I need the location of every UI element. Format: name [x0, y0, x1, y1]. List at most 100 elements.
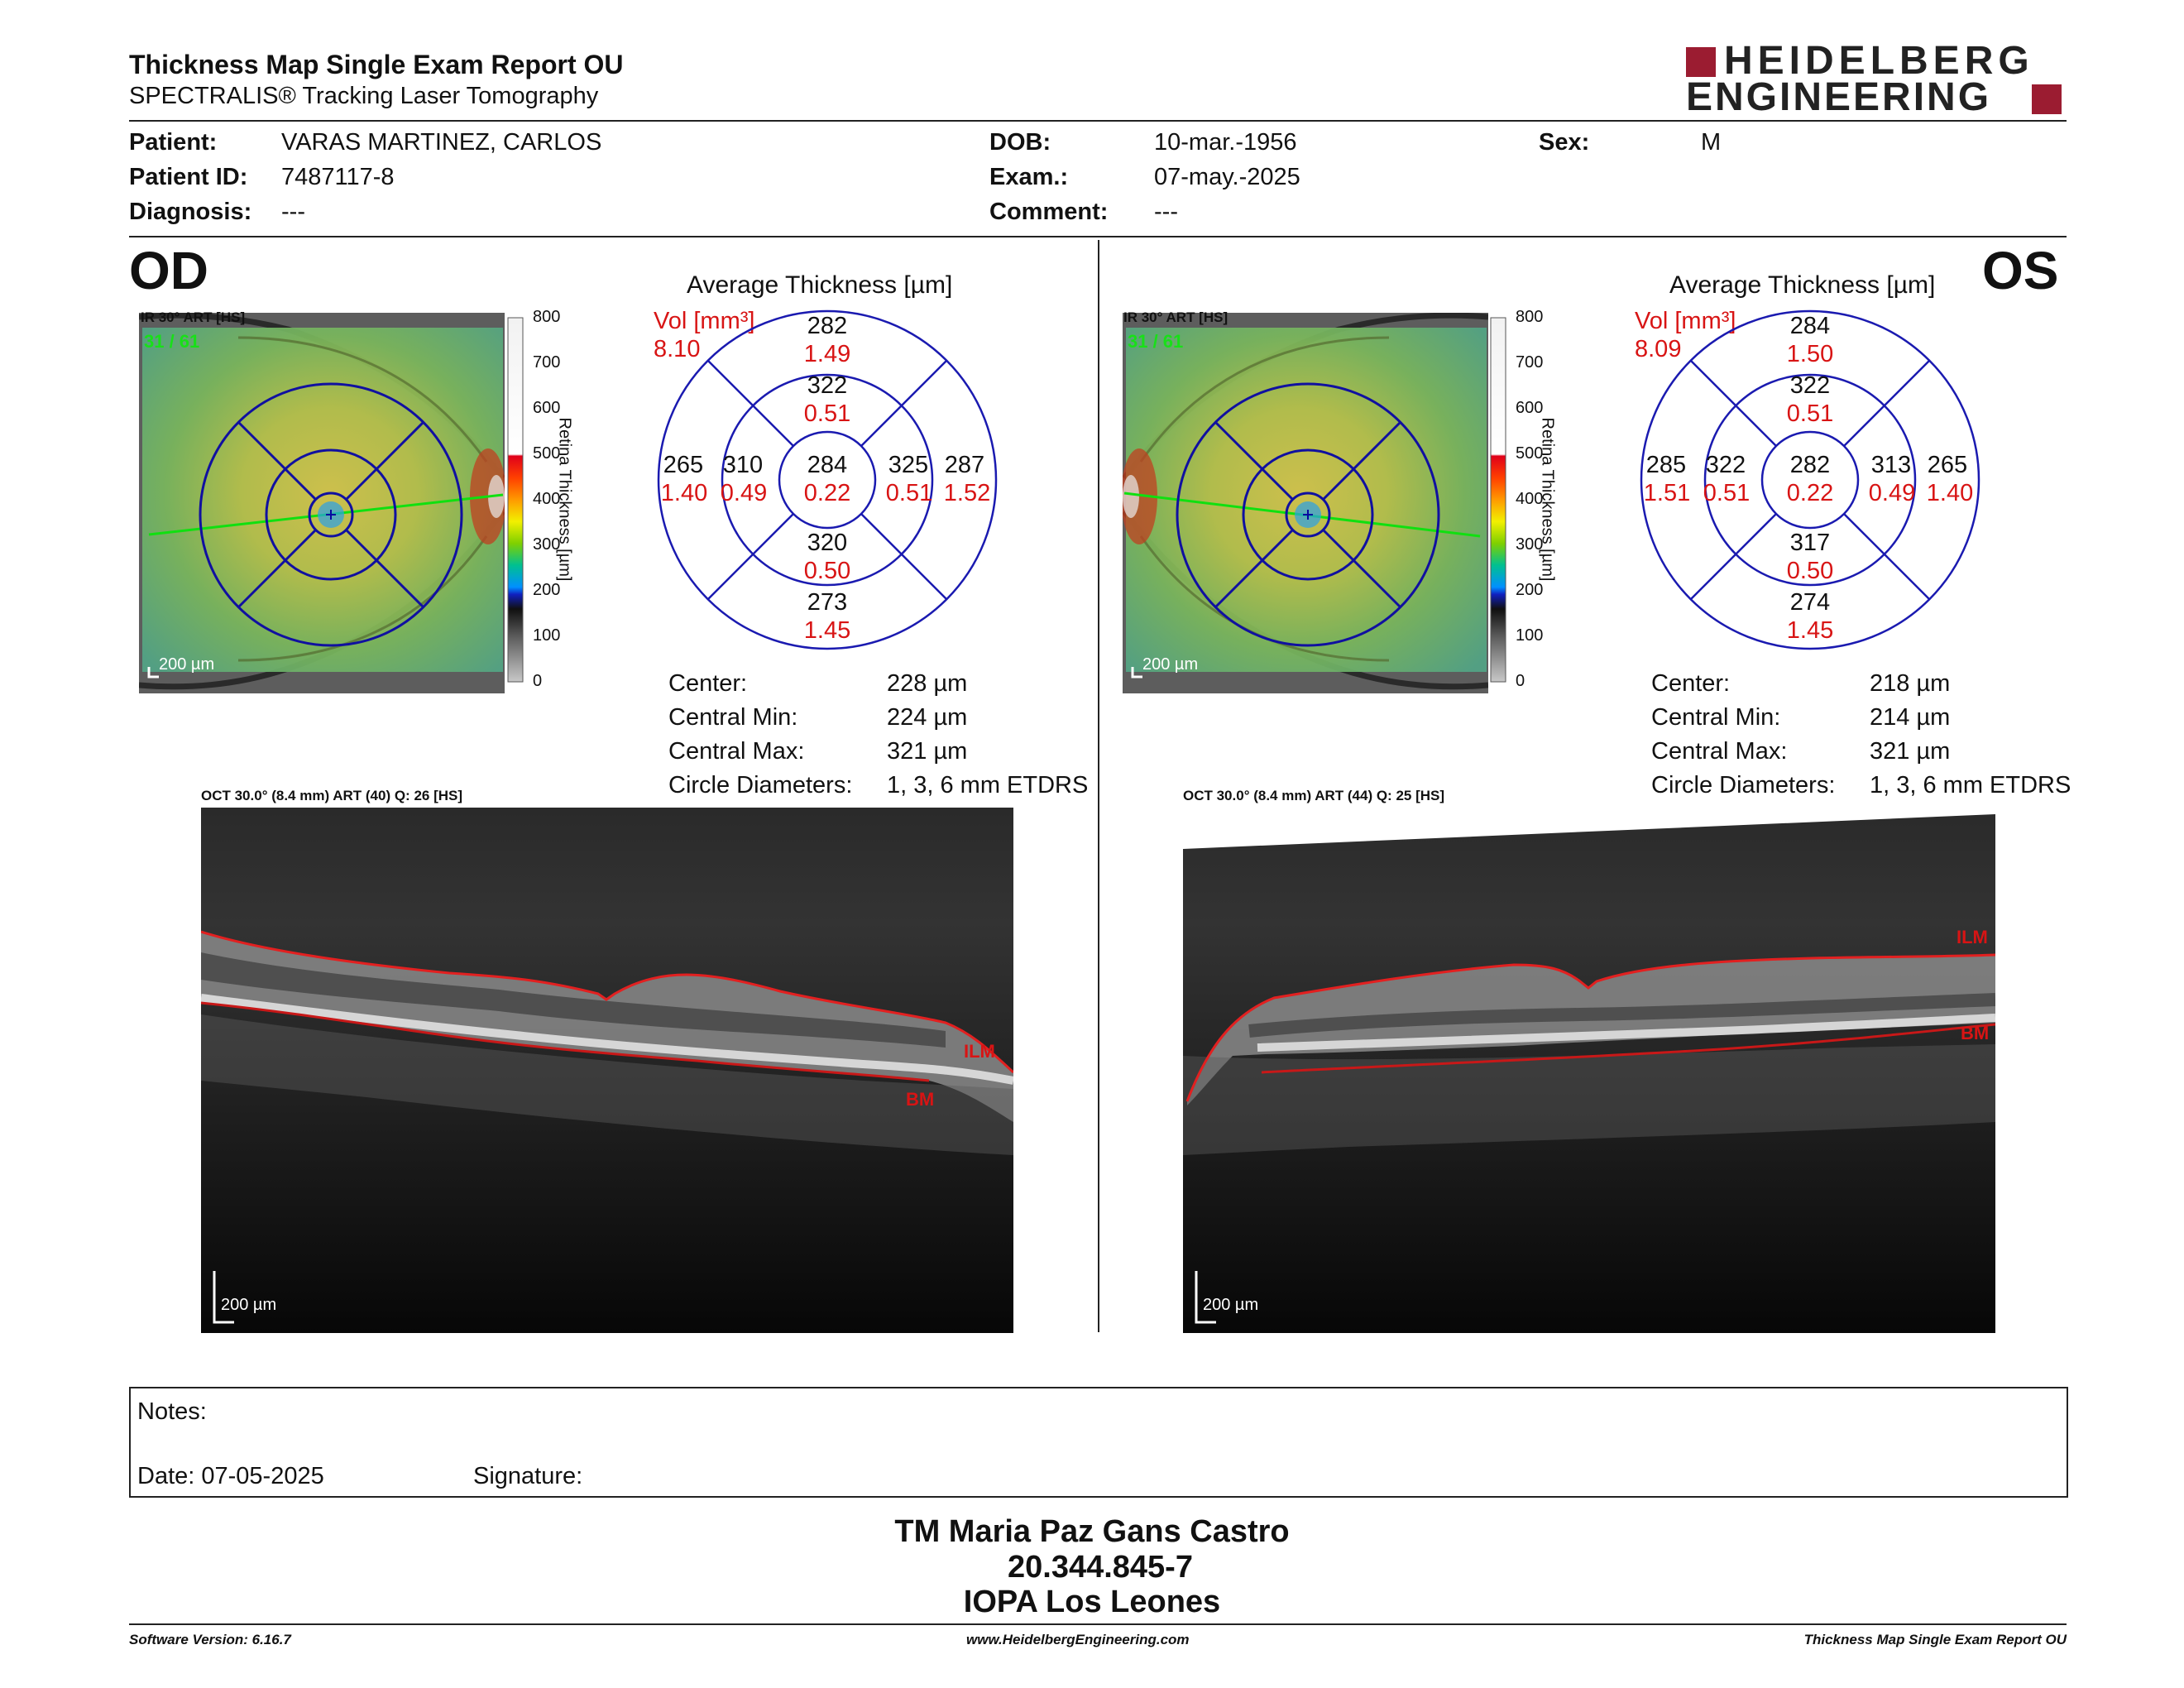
avg-thickness-title-od: Average Thickness [µm] — [687, 271, 953, 299]
od-inner-left-volume: 0.49 — [720, 480, 768, 506]
dob-label: DOB: — [989, 129, 1051, 156]
os-central-max-label: Central Max: — [1651, 738, 1788, 765]
os-central-min-value: 214 µm — [1870, 704, 1951, 731]
patient-id-label: Patient ID: — [129, 164, 248, 190]
oct-label-os: OCT 30.0° (8.4 mm) ART (44) Q: 25 [HS] — [1183, 788, 1445, 803]
od-outer-left-volume: 1.40 — [660, 480, 708, 506]
os-inner-right-thickness: 313 — [1870, 452, 1912, 478]
os-outer-bottom-volume: 1.45 — [1786, 617, 1834, 644]
os-outer-top-thickness: 284 — [1789, 313, 1831, 339]
frame-counter-od: 31 / 61 — [144, 331, 200, 352]
os-central-max-value: 321 µm — [1870, 738, 1951, 765]
thickness-scale-os: 800 700 600 500 400 300 200 100 0 Retina… — [1489, 308, 1580, 690]
notes-signature-label: Signature: — [473, 1463, 583, 1489]
ir-label-os: IR 30° ART [HS] — [1123, 309, 1228, 325]
etdrs-chart-od: 282 1.49 322 0.51 265 1.40 310 0.49 284 … — [654, 306, 1001, 654]
eye-label-od: OD — [129, 241, 208, 300]
thickness-scale-od: 800 700 600 500 400 300 200 100 0 Retina… — [506, 308, 597, 690]
fundus-scalebar-os: 200 µm — [1142, 655, 1199, 674]
os-center-label: Center: — [1651, 670, 1731, 697]
os-center-thickness: 282 — [1789, 452, 1831, 478]
eye-divider — [1098, 240, 1099, 1332]
exam-date: 07-may.-2025 — [1154, 164, 1300, 190]
notes-date: Date: 07-05-2025 — [137, 1463, 324, 1489]
comment: --- — [1154, 199, 1178, 225]
patient-id: 7487117-8 — [281, 164, 395, 190]
od-outer-bottom-volume: 1.45 — [803, 617, 851, 644]
od-outer-top-volume: 1.49 — [803, 341, 851, 367]
website-link[interactable]: www.HeidelbergEngineering.com — [966, 1632, 1190, 1647]
signer-name: TM Maria Paz Gans Castro — [894, 1514, 1290, 1549]
etdrs-chart-os: 284 1.50 322 0.51 285 1.51 322 0.51 282 … — [1636, 306, 1984, 654]
od-center-label: Center: — [668, 670, 748, 697]
fundus-scalebar-od: 200 µm — [159, 655, 215, 674]
od-inner-right-volume: 0.51 — [885, 480, 933, 506]
os-inner-top-volume: 0.51 — [1786, 400, 1834, 427]
od-center-value: 228 µm — [887, 670, 968, 697]
scale-tick-700: 700 — [533, 353, 561, 372]
os-outer-right-thickness: 265 — [1927, 452, 1968, 478]
od-outer-right-volume: 1.52 — [943, 480, 991, 506]
software-version: Software Version: 6.16.7 — [129, 1632, 291, 1647]
oct-scalebar-os: 200 µm — [1203, 1296, 1259, 1314]
scale-tick-400: 400 — [533, 490, 561, 508]
diagnosis-label: Diagnosis: — [129, 199, 252, 225]
scale-tick-200: 200 — [533, 581, 561, 599]
scale-tick-700-os: 700 — [1516, 353, 1544, 372]
scale-tick-800: 800 — [533, 308, 561, 326]
patient-divider — [129, 236, 2067, 237]
od-central-min-label: Central Min: — [668, 704, 798, 731]
od-central-max-label: Central Max: — [668, 738, 805, 765]
logo-square-top — [1686, 47, 1716, 77]
logo-line1: HEIDELBERG — [1724, 39, 2034, 83]
sex: M — [1701, 129, 1722, 156]
eye-label-os: OS — [1982, 241, 2059, 300]
frame-counter-os: 31 / 61 — [1128, 331, 1184, 352]
scale-tick-300-os: 300 — [1516, 535, 1544, 554]
dob: 10-mar.-1956 — [1154, 129, 1297, 156]
scale-tick-600-os: 600 — [1516, 399, 1544, 417]
diagnosis: --- — [281, 199, 305, 225]
scale-tick-500-os: 500 — [1516, 444, 1544, 463]
notes-box: Notes: Date: 07-05-2025 Signature: — [129, 1387, 2068, 1498]
os-outer-right-volume: 1.40 — [1926, 480, 1974, 506]
os-inner-bottom-thickness: 317 — [1789, 530, 1831, 556]
heidelberg-logo: HEIDELBERG ENGINEERING — [1686, 41, 2067, 117]
os-circle-diameters-label: Circle Diameters: — [1651, 772, 1836, 798]
os-inner-left-volume: 0.51 — [1703, 480, 1751, 506]
logo-square-bottom — [2032, 84, 2062, 114]
ilm-label-od: ILM — [964, 1041, 995, 1062]
bm-label-od: BM — [906, 1089, 935, 1110]
scale-tick-500: 500 — [533, 444, 561, 463]
od-outer-bottom-thickness: 273 — [807, 589, 848, 616]
od-inner-bottom-thickness: 320 — [807, 530, 848, 556]
os-outer-bottom-thickness: 274 — [1789, 589, 1831, 616]
os-inner-bottom-volume: 0.50 — [1786, 558, 1834, 584]
os-central-min-label: Central Min: — [1651, 704, 1781, 731]
patient-name: VARAS MARTINEZ, CARLOS — [281, 129, 602, 156]
od-outer-right-thickness: 287 — [944, 452, 985, 478]
scale-tick-100: 100 — [533, 626, 561, 645]
comment-label: Comment: — [989, 199, 1109, 225]
header-divider — [129, 120, 2067, 122]
os-outer-top-volume: 1.50 — [1786, 341, 1834, 367]
scale-tick-0: 0 — [533, 672, 543, 690]
fundus-map-os: 31 / 61 200 µm — [1121, 312, 1489, 693]
od-inner-top-thickness: 322 — [807, 372, 848, 399]
scale-tick-600: 600 — [533, 399, 561, 417]
fundus-map-od: 31 / 61 200 µm — [138, 312, 506, 693]
scale-axis-label-od: Retina Thickness [µm] — [555, 417, 574, 582]
notes-label: Notes: — [137, 1398, 207, 1425]
vol-value-os: 8.09 — [1635, 336, 1682, 362]
od-inner-bottom-volume: 0.50 — [803, 558, 851, 584]
od-circle-diameters-label: Circle Diameters: — [668, 772, 853, 798]
od-inner-right-thickness: 325 — [888, 452, 929, 478]
scale-axis-label-os: Retina Thickness [µm] — [1538, 417, 1557, 582]
scale-tick-200-os: 200 — [1516, 581, 1544, 599]
vol-value-od: 8.10 — [654, 336, 701, 362]
os-outer-left-thickness: 285 — [1645, 452, 1687, 478]
od-inner-left-thickness: 310 — [722, 452, 764, 478]
od-outer-top-thickness: 282 — [807, 313, 848, 339]
sex-label: Sex: — [1539, 129, 1590, 156]
bm-label-os: BM — [1961, 1023, 1990, 1043]
